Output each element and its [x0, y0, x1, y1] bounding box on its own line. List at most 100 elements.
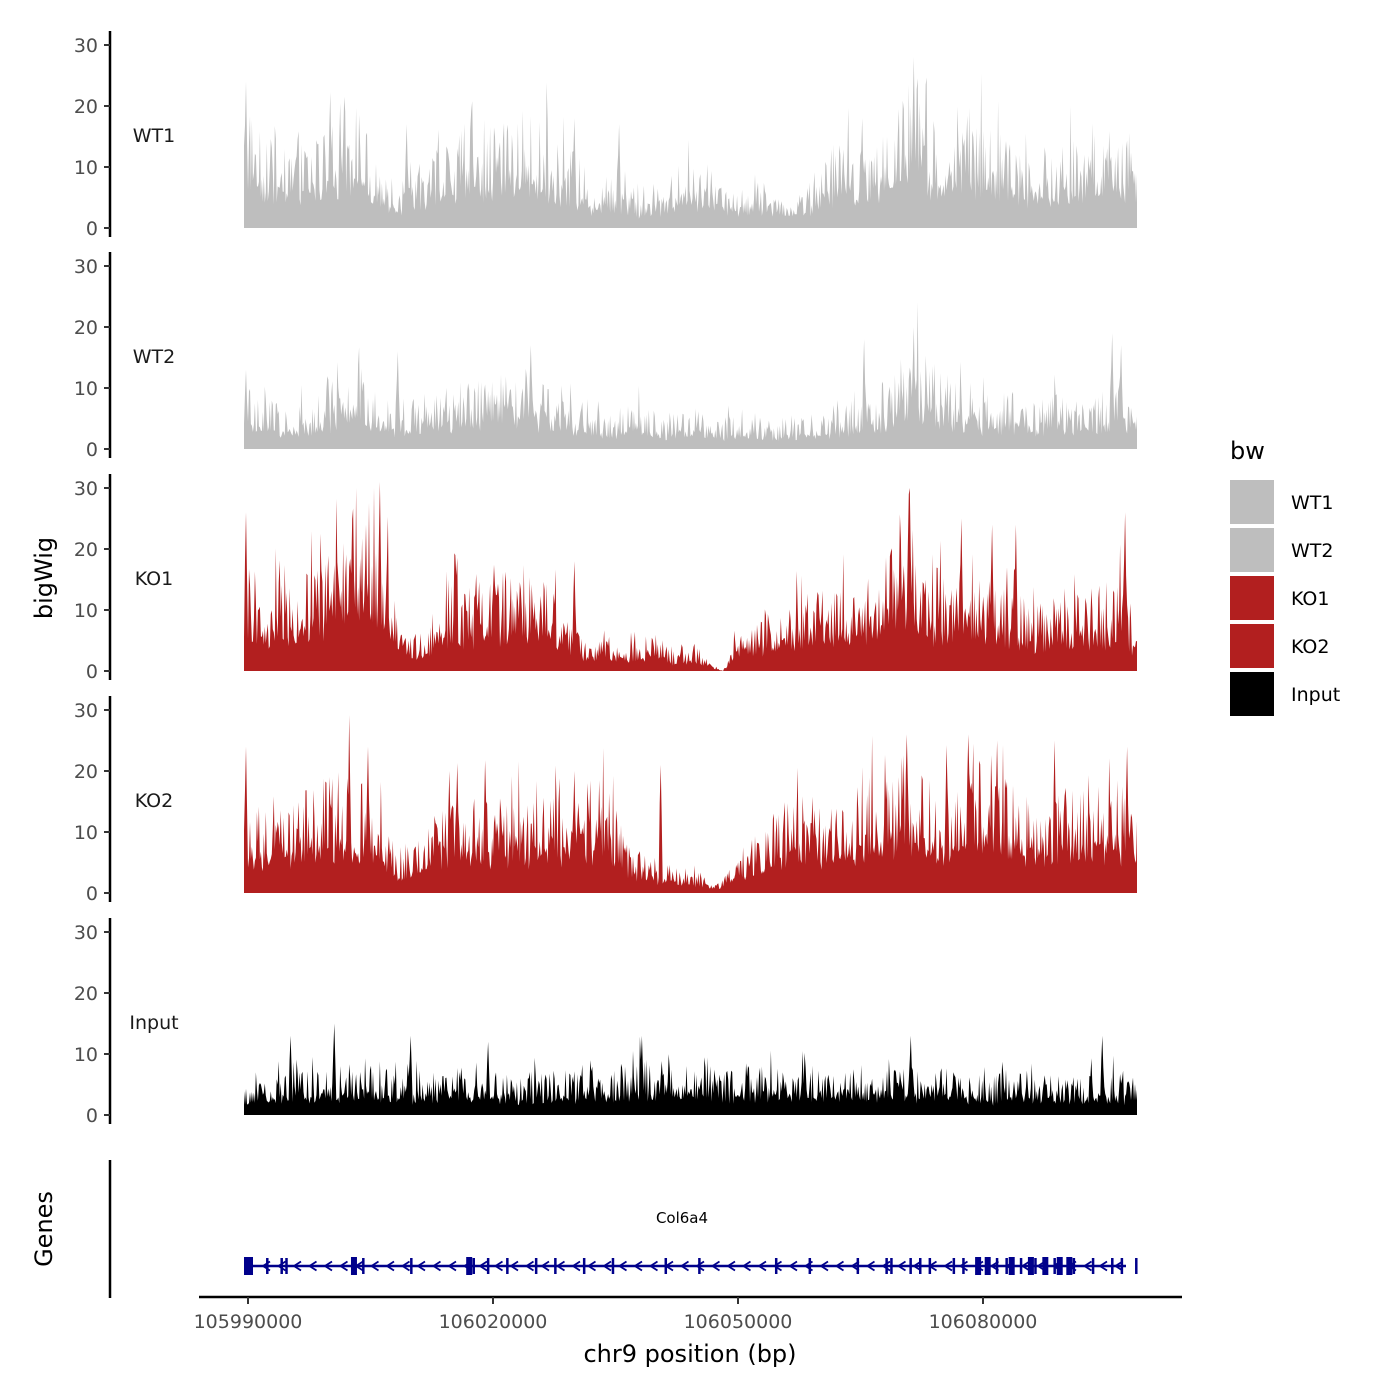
y-tick-label: 30	[74, 700, 98, 722]
signal-area-input	[244, 1023, 1137, 1115]
track-input: 0 10 20 30 Input	[74, 918, 1137, 1127]
track-label: WT2	[133, 346, 175, 368]
strand-arrow	[400, 1260, 410, 1272]
strand-arrow	[834, 1260, 844, 1272]
gene-exon-thick	[1056, 1257, 1063, 1275]
y-tick-label: 20	[74, 983, 98, 1005]
legend-label: KO1	[1291, 588, 1329, 610]
strand-arrow	[431, 1260, 441, 1272]
gene-exon	[410, 1258, 413, 1274]
y-tick-label: 0	[86, 218, 98, 240]
gene-exon-thick	[984, 1257, 991, 1275]
strand-arrow	[276, 1260, 286, 1272]
strand-arrow	[819, 1260, 829, 1272]
track-ko2: 0 10 20 30 KO2	[74, 696, 1137, 905]
gene-exon-thick	[466, 1257, 473, 1275]
gene-exon	[362, 1258, 365, 1274]
y-tick-label: 10	[74, 378, 98, 400]
legend-item-ko2: KO2	[1230, 624, 1329, 668]
strand-arrow	[865, 1260, 875, 1272]
track-wt1: 0 10 20 30 WT1	[74, 31, 1137, 240]
gene-exon-start	[244, 1257, 253, 1275]
y-tick-label: 20	[74, 761, 98, 783]
track-label: WT1	[133, 125, 175, 147]
track-wt2: 0 10 20 30 WT2	[74, 252, 1137, 461]
gene-exon	[486, 1258, 490, 1274]
strand-arrow	[726, 1260, 736, 1272]
legend-swatch	[1230, 528, 1274, 572]
strand-arrow	[1020, 1260, 1030, 1272]
strand-arrow	[1113, 1260, 1123, 1272]
y-tick-label: 30	[74, 256, 98, 278]
gene-exon	[664, 1258, 668, 1274]
gene-exon	[1120, 1258, 1124, 1274]
legend-swatch	[1230, 624, 1274, 668]
y-tick-label: 10	[74, 822, 98, 844]
gene-exon	[928, 1258, 932, 1274]
track-label: KO1	[135, 568, 173, 590]
y-tick-label: 0	[86, 439, 98, 461]
gene-exon-thick	[1042, 1257, 1049, 1275]
y-tick-label: 30	[74, 922, 98, 944]
strand-arrow	[416, 1260, 426, 1272]
gene-exon-thick	[350, 1257, 357, 1275]
strand-arrow	[912, 1260, 922, 1272]
legend-label: WT2	[1291, 540, 1333, 562]
strand-arrow	[338, 1260, 348, 1272]
x-tick-label: 106050000	[684, 1311, 793, 1333]
gene-exon	[506, 1258, 509, 1274]
strand-arrow	[648, 1260, 658, 1272]
strand-arrow	[493, 1260, 503, 1272]
x-axis: 105990000 106020000 106050000 106080000	[194, 1295, 1182, 1333]
gene-exon	[1072, 1258, 1076, 1274]
signal-area-wt1	[244, 57, 1137, 229]
strand-arrow	[586, 1260, 596, 1272]
gene-exon	[774, 1258, 778, 1274]
gene-exon	[1091, 1258, 1095, 1274]
strand-arrow	[292, 1260, 302, 1272]
gene-exon	[266, 1258, 269, 1274]
x-axis-title: chr9 position (bp)	[583, 1340, 796, 1368]
y-tick-label: 20	[74, 96, 98, 118]
strand-arrow	[307, 1260, 317, 1272]
strand-arrow	[509, 1260, 519, 1272]
y-tick-label: 20	[74, 317, 98, 339]
gene-exon-thick	[1008, 1257, 1015, 1275]
strand-arrow	[943, 1260, 953, 1272]
gene-exon	[554, 1258, 557, 1274]
legend-label: Input	[1291, 684, 1340, 706]
strand-arrow	[602, 1260, 612, 1272]
x-tick-label: 105990000	[194, 1311, 303, 1333]
strand-arrow	[695, 1260, 705, 1272]
gene-exon	[280, 1258, 283, 1274]
gene-col6a4: Col6a4	[244, 1209, 1138, 1275]
gene-exon	[534, 1258, 538, 1274]
strand-arrow	[524, 1260, 534, 1272]
strand-arrow	[772, 1260, 782, 1272]
genes-panel-title: Genes	[30, 1191, 58, 1267]
strand-arrow	[571, 1260, 581, 1272]
x-tick-label: 106020000	[439, 1311, 548, 1333]
y-tick-label: 0	[86, 1105, 98, 1127]
strand-arrow	[710, 1260, 720, 1272]
legend-swatch	[1230, 480, 1274, 524]
legend-swatch	[1230, 672, 1274, 716]
legend: bw WT1 WT2 KO1 KO2 Input	[1230, 437, 1340, 716]
gene-exon	[285, 1258, 288, 1274]
legend-title: bw	[1230, 437, 1265, 465]
gene-exon-thick	[975, 1257, 982, 1275]
strand-arrow	[757, 1260, 767, 1272]
gene-exon	[918, 1258, 922, 1274]
strand-arrow	[540, 1260, 550, 1272]
strand-arrow	[741, 1260, 751, 1272]
strand-arrow	[679, 1260, 689, 1272]
gene-exon	[472, 1258, 475, 1274]
legend-swatch	[1230, 576, 1274, 620]
legend-label: WT1	[1291, 492, 1333, 514]
y-tick-label: 0	[86, 883, 98, 905]
strand-arrow	[385, 1260, 395, 1272]
gene-exon	[995, 1258, 999, 1274]
gene-exon	[611, 1258, 615, 1274]
gene-exon	[1111, 1258, 1114, 1274]
